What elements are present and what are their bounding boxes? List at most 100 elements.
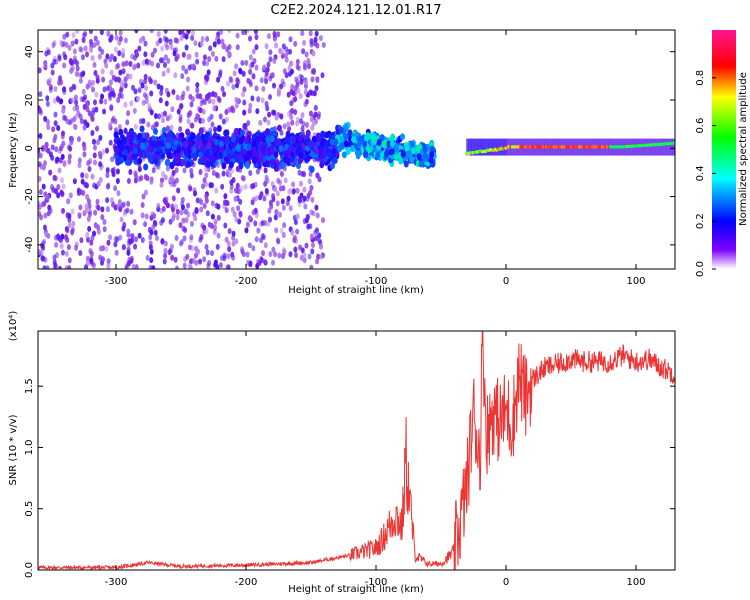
spectrogram-cell — [297, 195, 302, 202]
spectrogram-cell — [204, 197, 209, 204]
spectrogram-cell — [61, 183, 66, 190]
spectrogram-cell — [74, 70, 79, 77]
spectrogram-cell — [295, 187, 300, 194]
spectrogram-cell — [106, 262, 111, 269]
spectrogram-cell — [303, 88, 308, 95]
spectrogram-cell — [156, 202, 161, 209]
spectrogram-cell — [164, 36, 169, 43]
spectrogram-cell — [116, 139, 122, 147]
spectrogram-cell — [248, 68, 253, 75]
spectrogram-cell — [240, 59, 245, 66]
snr-xtick-label: -100 — [365, 577, 388, 588]
spectrogram-cell — [213, 91, 218, 98]
spectrogram-cell — [190, 96, 195, 103]
spectrogram-cell — [75, 60, 80, 67]
spectrogram-cell — [246, 143, 252, 151]
spectrogram-cell — [93, 69, 98, 76]
spectrogram-cell — [77, 162, 82, 169]
spectrogram-cell — [195, 87, 200, 94]
spectrogram-cell — [272, 57, 277, 64]
spectrogram-cell — [74, 99, 79, 106]
spectrogram-cell — [105, 53, 110, 60]
spectrogram-cell — [310, 76, 315, 83]
spectrogram-cell — [225, 168, 230, 175]
spectrogram-cell — [295, 78, 300, 85]
spectrogram-cell — [260, 220, 265, 227]
spectrogram-cell — [309, 233, 314, 240]
spectrogram-cell — [51, 42, 56, 49]
spectrogram-cell — [264, 43, 269, 50]
spectrogram-cell — [158, 57, 163, 64]
spectrogram-cell — [305, 154, 311, 162]
spectrogram-cell — [137, 166, 142, 173]
spectrogram-cell — [53, 234, 58, 241]
spectrogram-cell — [44, 141, 49, 148]
spectrogram-cell — [59, 177, 64, 184]
spectrogram-cell — [258, 119, 263, 126]
spectrogram-cell — [173, 37, 178, 44]
spectrogram-cell — [88, 47, 93, 54]
spectrogram-cell — [198, 127, 204, 135]
spectrogram-cell — [38, 204, 42, 211]
spectrogram-cell — [176, 187, 181, 194]
spectrogram-cell — [231, 254, 236, 261]
spectrogram-cell — [212, 229, 217, 236]
snr-panel: -300 -200 -100 0 100 0.0 0.5 1.0 1.5 Height of s… — [8, 311, 676, 595]
spectrogram-cell — [117, 92, 122, 99]
spectrogram-cell — [661, 138, 664, 156]
spectrogram-cell — [248, 63, 253, 70]
spectrogram-cell — [129, 208, 134, 215]
spectrogram-cell — [292, 237, 297, 244]
spectrogram-cell — [207, 97, 212, 104]
spectrogram-cell — [234, 154, 240, 162]
spectrogram-cell — [273, 186, 278, 193]
spectrogram-cell — [251, 146, 257, 154]
spectrogram-cell — [42, 265, 47, 269]
spectrogram-cell — [165, 125, 170, 132]
spectrogram-cell — [111, 201, 116, 208]
spectrogram-cell — [274, 114, 279, 121]
spectrogram-cell — [203, 181, 208, 188]
spectrogram-cell — [95, 74, 100, 81]
spectrogram-cell — [62, 62, 67, 69]
spectrogram-cell — [53, 111, 58, 118]
spectrogram-cell — [174, 265, 179, 269]
spectrogram-cell — [78, 204, 83, 211]
spectrogram-cell — [171, 212, 176, 219]
spectrogram-cell — [106, 258, 111, 265]
spectrogram-cell — [141, 193, 146, 200]
spectrogram-cell — [242, 109, 247, 116]
spectrogram-cell — [403, 141, 409, 149]
spectrogram-cell — [180, 204, 185, 211]
spectrogram-cell — [43, 115, 48, 122]
spectrogram-cell — [224, 236, 229, 243]
spectrogram-cell — [302, 195, 307, 202]
spectrogram-cell — [235, 144, 241, 152]
spectrogram-cell — [64, 233, 69, 240]
spectrogram-cell — [376, 138, 382, 146]
spectrogram-cell — [227, 106, 232, 113]
spectrogram-cell — [327, 150, 333, 158]
spectrogram-cell — [149, 145, 155, 153]
spectrogram-cell — [289, 114, 294, 121]
spectrogram-cell — [214, 55, 219, 62]
spectrogram-cell — [137, 45, 142, 52]
spectrogram-cell — [251, 72, 256, 79]
spectrogram-cell — [308, 30, 313, 37]
spectrogram-cell — [189, 167, 194, 174]
spectrogram-cell — [418, 160, 424, 168]
spectrogram-cell — [429, 151, 435, 159]
spectrogram-cell — [80, 54, 85, 61]
spectrogram-cell — [93, 209, 98, 216]
spectrogram-cell — [278, 179, 283, 186]
spectrogram-cell — [290, 229, 295, 236]
spectrogram-cell — [195, 58, 200, 65]
spectrogram-cell — [169, 44, 174, 51]
spectrogram-cell — [61, 207, 66, 214]
spectrogram-cell — [481, 138, 485, 156]
spectrogram-cell — [259, 237, 264, 244]
spectrogram-cell — [144, 98, 149, 105]
spectrogram-cell — [140, 236, 145, 243]
spectrogram-cell — [161, 170, 166, 177]
spectrogram-cell — [123, 127, 128, 134]
